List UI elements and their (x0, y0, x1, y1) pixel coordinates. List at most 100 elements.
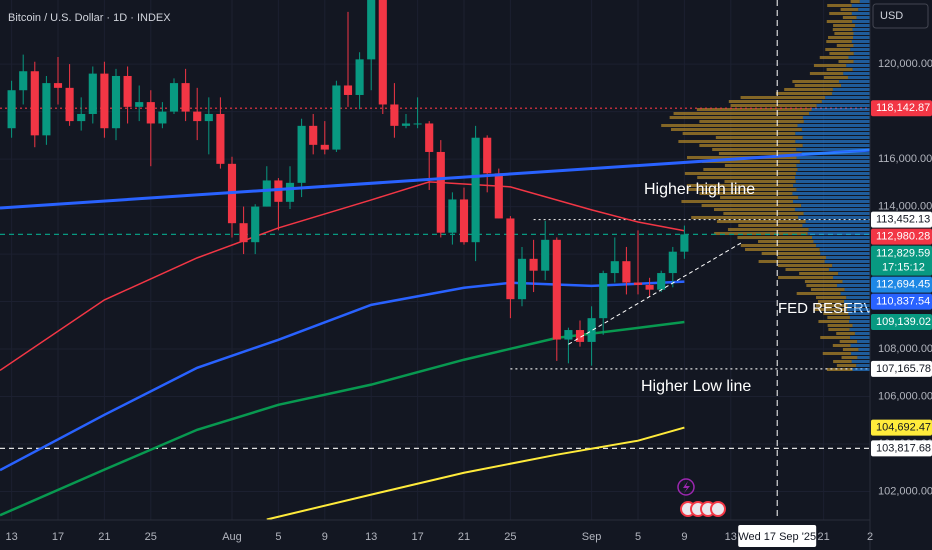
profile-bar (834, 32, 854, 35)
profile-bar (843, 72, 870, 75)
candle-body (517, 258, 527, 300)
profile-bar (851, 360, 870, 363)
profile-bar (832, 264, 870, 267)
x-tick-label: 25 (504, 531, 516, 543)
candle-body (123, 75, 132, 107)
profile-bar (851, 12, 870, 15)
profile-bar (795, 180, 870, 183)
candle-body (448, 199, 457, 233)
candle-body (436, 151, 445, 233)
price-label-box (871, 211, 932, 228)
crosshair-label-box (738, 525, 817, 547)
candle-body (610, 261, 619, 274)
profile-bar (696, 108, 812, 111)
y-tick-label: 114,000.00 (878, 200, 932, 212)
x-tick-label: 17 (411, 531, 423, 543)
profile-bar (847, 304, 870, 307)
candle-body (193, 111, 202, 122)
profile-bar (798, 196, 870, 199)
x-tick-label: 13 (725, 531, 737, 543)
y-tick-label: 108,000.00 (878, 343, 932, 355)
profile-bar (846, 64, 870, 67)
profile-bar (815, 304, 848, 307)
annotation: FED RESERVE (778, 300, 884, 317)
profile-bar (803, 212, 870, 215)
profile-bar (758, 260, 825, 263)
x-tick-label: Aug (222, 531, 242, 543)
profile-bar (777, 264, 833, 267)
profile-bar (858, 348, 870, 351)
profile-bar (818, 320, 850, 323)
candle-body (239, 223, 248, 243)
profile-bar (852, 20, 870, 23)
price-label: 109,139.02 (876, 316, 931, 328)
profile-bar (849, 316, 870, 319)
y-tick-label: 106,000.00 (878, 390, 932, 402)
profile-bar (673, 112, 810, 115)
moving-average (0, 280, 685, 472)
profile-bar (825, 256, 870, 259)
profile-bar (828, 268, 870, 271)
profile-bar (796, 156, 870, 159)
candle-body (30, 71, 39, 136)
profile-bar (796, 292, 841, 295)
profile-bar (714, 208, 795, 211)
profile-bar (827, 316, 850, 319)
price-label: 118,142.87 (876, 102, 930, 114)
candle-body (297, 125, 306, 183)
profile-bar (796, 148, 870, 151)
profile-bar (669, 116, 803, 119)
candle-body (680, 234, 689, 252)
price-label: 104,692.47 (876, 421, 931, 433)
profile-bar (851, 40, 870, 43)
profile-bar (850, 344, 870, 347)
candle-body (425, 123, 434, 152)
profile-bar (777, 256, 826, 259)
profile-bar (699, 120, 804, 123)
profile-bar (848, 312, 870, 315)
candle-body (343, 85, 353, 95)
candle-body (355, 59, 364, 95)
candle-body (309, 125, 318, 145)
candle-body (529, 258, 538, 271)
profile-bar (802, 116, 870, 119)
profile-bar (793, 200, 870, 203)
profile-bar (850, 0, 860, 3)
volume-profile (661, 0, 860, 371)
profile-bar (807, 232, 870, 235)
profile-bar (724, 164, 797, 167)
profile-bar (799, 160, 870, 163)
candle-body (111, 75, 121, 129)
currency-button[interactable] (872, 3, 929, 29)
candle-body (633, 282, 643, 285)
profile-bar (802, 136, 870, 139)
x-tick-label: 9 (322, 531, 328, 543)
candle-body (274, 180, 283, 202)
price-label-box (871, 245, 932, 276)
profile-bar (840, 292, 870, 295)
price-label-box (871, 276, 932, 293)
flag-icon[interactable] (710, 501, 726, 517)
profile-bar (820, 252, 870, 255)
profile-bar (728, 100, 822, 103)
candle-body (169, 83, 179, 112)
profile-bar (853, 36, 870, 39)
candle-body (471, 137, 480, 243)
profile-bar (758, 240, 814, 243)
profile-bar (810, 288, 845, 291)
profile-bar (826, 68, 853, 71)
candle-body (367, 0, 376, 60)
profile-bar (840, 8, 859, 11)
profile-bar (854, 332, 870, 335)
profile-bar (837, 284, 870, 287)
profile-bar (857, 356, 870, 359)
profile-bar (820, 336, 851, 339)
x-tick-label: 21 (98, 531, 110, 543)
profile-bar (792, 192, 870, 195)
price-label-box (871, 360, 932, 377)
profile-bar (687, 188, 797, 191)
profile-bar (686, 184, 794, 187)
profile-bar (842, 280, 870, 283)
event-icon[interactable] (677, 478, 695, 496)
profile-bar (826, 20, 853, 23)
